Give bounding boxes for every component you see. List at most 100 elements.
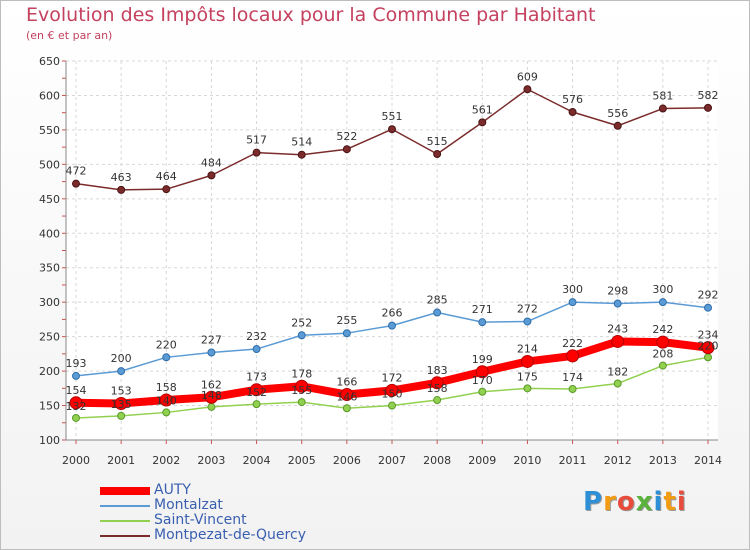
data-label: 272 (517, 302, 538, 315)
y-tick-label: 300 (39, 296, 60, 309)
x-tick-label: 2001 (107, 454, 135, 467)
legend-label: AUTY (154, 482, 191, 498)
data-label: 155 (291, 384, 312, 397)
data-label: 551 (382, 110, 403, 123)
x-tick-label: 2004 (243, 454, 271, 467)
data-point (704, 303, 712, 312)
data-label: 162 (201, 378, 222, 391)
data-label: 153 (111, 384, 132, 397)
chart-subtitle: (en € et par an) (26, 29, 113, 42)
x-tick-label: 2009 (468, 454, 496, 467)
data-point (701, 341, 715, 355)
data-label: 463 (111, 171, 132, 184)
data-label: 182 (607, 365, 628, 378)
data-label: 148 (201, 389, 222, 402)
data-point (162, 185, 171, 194)
x-tick-label: 2013 (649, 454, 677, 467)
data-point (72, 371, 80, 380)
data-label: 150 (382, 388, 403, 401)
data-point (297, 150, 306, 159)
data-point (159, 393, 173, 407)
data-label: 472 (66, 165, 87, 178)
y-tick-label: 500 (39, 158, 60, 171)
y-tick-label: 650 (39, 55, 60, 68)
data-point (611, 334, 625, 348)
logo-letter: i (653, 487, 664, 517)
y-tick-label: 400 (39, 227, 60, 240)
data-label: 522 (336, 130, 357, 143)
x-tick-label: 2006 (333, 454, 361, 467)
data-point (523, 317, 532, 326)
data-label: 175 (517, 370, 538, 383)
data-label: 266 (382, 307, 403, 320)
data-label: 172 (382, 371, 403, 384)
data-label: 243 (607, 322, 628, 335)
data-label: 514 (291, 136, 312, 149)
data-label: 609 (517, 70, 538, 83)
data-point (162, 408, 171, 417)
data-label: 135 (111, 398, 132, 411)
data-label: 220 (698, 339, 719, 352)
data-label: 220 (156, 338, 177, 351)
data-point (207, 171, 216, 180)
data-label: 166 (336, 376, 357, 389)
logo-letter: P (583, 487, 604, 517)
logo-letter: i (676, 487, 687, 517)
data-point (388, 401, 396, 410)
data-point (430, 376, 444, 390)
data-label: 199 (472, 353, 493, 366)
data-label: 140 (156, 394, 177, 407)
data-label: 227 (201, 333, 222, 346)
data-point (478, 387, 487, 396)
data-label: 517 (246, 134, 267, 147)
data-point (478, 318, 487, 327)
data-point (566, 349, 580, 363)
data-point (704, 353, 712, 362)
data-point (297, 398, 306, 407)
legend-swatch (100, 535, 150, 537)
x-tick-label: 2000 (62, 454, 90, 467)
legend-label: Montpezat-de-Quercy (154, 527, 306, 543)
data-label: 178 (291, 367, 312, 380)
legend-label: Montalzat (154, 497, 223, 513)
x-tick-label: 2005 (288, 454, 316, 467)
x-tick-label: 2002 (152, 454, 180, 467)
x-tick-label: 2012 (604, 454, 632, 467)
data-point (568, 385, 577, 394)
proxiti-logo: Proxiti (583, 487, 687, 517)
x-tick-label: 2003 (197, 454, 225, 467)
data-point (340, 388, 354, 402)
data-label: 234 (698, 329, 719, 342)
data-label: 271 (472, 303, 493, 316)
data-point (250, 383, 264, 397)
y-tick-label: 100 (39, 434, 60, 447)
data-point (295, 379, 309, 393)
data-point (117, 185, 126, 194)
data-point (297, 331, 306, 340)
data-point (388, 321, 396, 330)
x-tick-label: 2011 (559, 454, 587, 467)
data-label: 132 (66, 400, 87, 413)
data-label: 152 (246, 386, 267, 399)
data-label: 193 (66, 357, 87, 370)
data-label: 232 (246, 330, 267, 343)
data-point (658, 298, 667, 307)
data-label: 285 (427, 294, 448, 307)
data-point (433, 396, 442, 405)
data-point (613, 299, 622, 308)
data-point (117, 411, 126, 420)
data-point (207, 348, 216, 357)
logo-letter: r (603, 487, 617, 517)
data-label: 173 (246, 371, 267, 384)
legend-swatch (100, 520, 150, 522)
data-point (433, 308, 442, 317)
data-point (252, 400, 261, 409)
data-point (568, 107, 577, 116)
data-label: 556 (607, 107, 628, 120)
data-label: 582 (698, 89, 719, 102)
logo-letter: x (635, 487, 654, 517)
legend-swatch (100, 487, 150, 495)
data-label: 183 (427, 364, 448, 377)
y-tick-label: 250 (39, 331, 60, 344)
